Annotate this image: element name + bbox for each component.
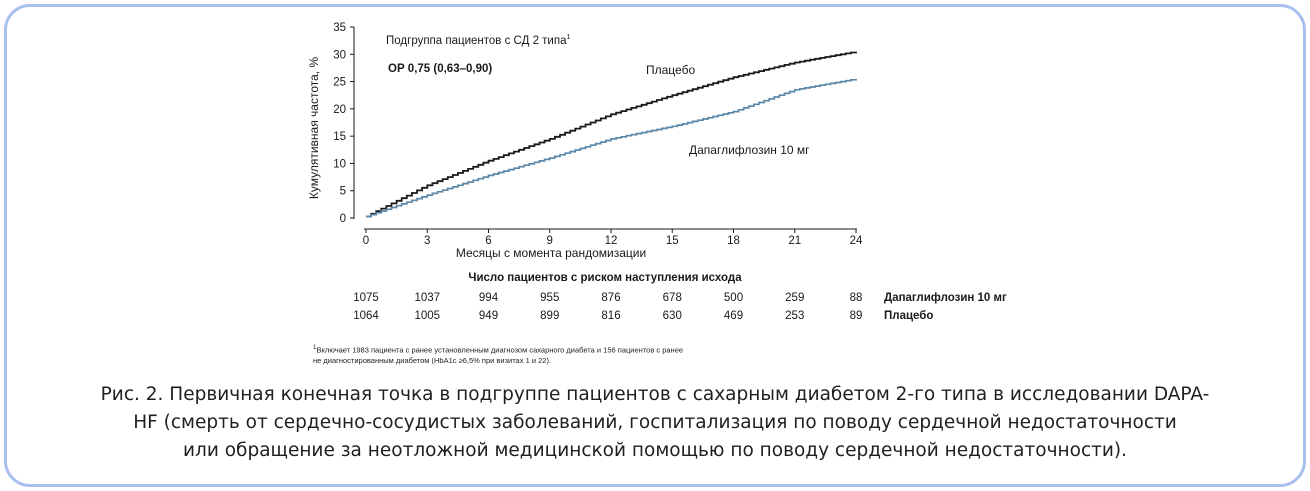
series-label-dapagliflozin: Дапаглифлозин 10 мг (689, 143, 810, 157)
risk-table-cell: 1075 (353, 292, 379, 304)
x-tick-label: 24 (850, 235, 863, 247)
hazard-ratio: ОР 0,75 (0,63–0,90) (388, 63, 492, 75)
risk-table-title: Число пациентов с риском наступления исх… (468, 272, 742, 284)
x-ticks: 0 3 6 9 12 15 18 21 24 (363, 229, 863, 247)
footnote-line-2: не диагностированным диабетом (HbA1c ≥6,… (313, 355, 552, 365)
x-tick-label: 0 (363, 235, 369, 247)
subgroup-title-sup: 1 (566, 34, 570, 41)
series-line-dapagliflozin (366, 78, 857, 218)
caption-line-3: или обращение за неотложной медицинской … (182, 440, 1128, 461)
risk-table-cell: 630 (663, 310, 682, 322)
y-tick-label: 0 (340, 213, 346, 225)
x-tick-label: 3 (424, 235, 430, 247)
caption-line-2: HF (смерть от сердечно-сосудистых заболе… (133, 412, 1177, 433)
risk-table-cell: 876 (601, 292, 620, 304)
risk-table-cell: 253 (785, 310, 804, 322)
y-tick-label: 30 (333, 49, 346, 61)
kaplan-meier-chart: 0 5 10 15 20 25 30 35 0 3 6 9 12 15 18 21 24 Кумулятивн… (307, 22, 1007, 322)
footnote-sup: 1 (313, 344, 317, 351)
footnote: 1Включает 1983 пациента с ранее установл… (313, 343, 793, 366)
x-tick-label: 6 (485, 235, 491, 247)
y-tick-label: 35 (333, 22, 346, 34)
risk-table-cell: 949 (479, 310, 498, 322)
risk-table-cell: 816 (601, 310, 620, 322)
y-axis-label: Кумулятивная частота, % (307, 57, 321, 200)
risk-table: 1075 1037 994 955 876 678 500 259 88 Дапаглифлози… (353, 292, 1007, 322)
y-tick-label: 10 (333, 158, 346, 170)
figure-caption: Рис. 2. Первичная конечная точка в подгр… (40, 381, 1270, 465)
risk-table-cell: 678 (663, 292, 682, 304)
x-tick-label: 18 (727, 235, 740, 247)
figure-frame (4, 4, 1306, 487)
risk-table-cell: 1064 (353, 310, 379, 322)
risk-table-cell: 469 (724, 310, 743, 322)
series-lines (366, 51, 857, 218)
risk-table-cell: 500 (724, 292, 743, 304)
risk-table-cell: 955 (540, 292, 559, 304)
x-tick-label: 15 (666, 235, 679, 247)
risk-table-cell: 899 (540, 310, 559, 322)
series-line-placebo (366, 51, 857, 218)
x-tick-label: 12 (605, 235, 618, 247)
x-tick-label: 21 (788, 235, 801, 247)
y-tick-label: 15 (333, 131, 346, 143)
footnote-text-1: Включает 1983 пациента с ранее установле… (316, 345, 684, 355)
subgroup-title-text: Подгруппа пациентов с СД 2 типа (386, 35, 567, 47)
y-tick-label: 25 (333, 77, 346, 89)
risk-table-cell: 1037 (414, 292, 440, 304)
risk-table-cell: 994 (479, 292, 499, 304)
y-ticks: 0 5 10 15 20 25 30 35 (333, 22, 354, 225)
x-tick-label: 9 (547, 235, 553, 247)
risk-table-row-label: Дапаглифлозин 10 мг (884, 292, 1007, 304)
axes (353, 27, 857, 230)
risk-table-cell: 259 (785, 292, 804, 304)
risk-table-cell: 88 (850, 292, 863, 304)
risk-table-cell: 89 (850, 310, 863, 322)
y-tick-label: 20 (333, 104, 346, 116)
footnote-line-1: 1Включает 1983 пациента с ранее установл… (313, 343, 793, 356)
caption-line-1: Рис. 2. Первичная конечная точка в подгр… (100, 384, 1210, 405)
risk-table-cell: 1005 (414, 310, 440, 322)
x-axis-label: Месяцы с момента рандомизации (456, 246, 646, 260)
subgroup-title: Подгруппа пациентов с СД 2 типа1 (386, 34, 570, 47)
y-tick-label: 5 (340, 186, 346, 198)
risk-table-row-label: Плацебо (884, 310, 933, 322)
series-label-placebo: Плацебо (646, 63, 695, 77)
